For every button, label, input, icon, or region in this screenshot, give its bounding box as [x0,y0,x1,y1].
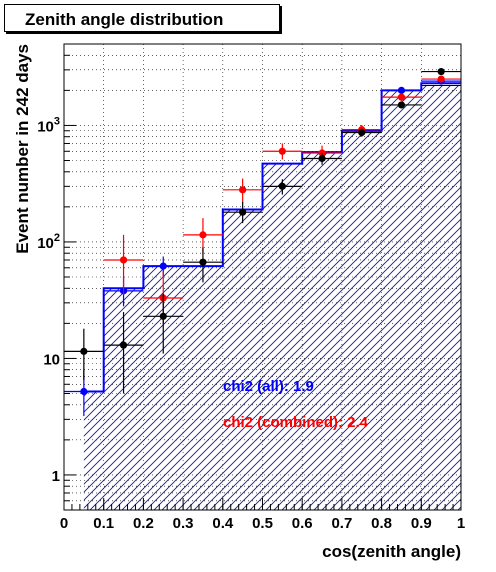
red-point [318,149,326,157]
black-point [119,341,128,349]
annotation-chi2-all: chi2 (all): 1.9 [223,378,314,395]
x-tick-label: 0.8 [371,515,392,532]
black-point [437,67,445,76]
black-point [80,347,88,355]
chart-title-box: Zenith angle distribution [4,4,280,32]
x-tick-label: 0 [60,515,68,532]
blue-point [159,262,167,270]
black-point [159,312,167,320]
y-tick-label: 103 [37,115,60,135]
y-tick-label: 102 [37,232,60,252]
annotation-chi2-combined: chi2 (combined): 2.4 [223,414,369,431]
blue-point [80,387,88,396]
black-point [358,128,366,137]
black-point [278,182,286,190]
red-point [397,93,406,101]
axes: 0 0.1 0.2 0.3 0.4 0.5 0.6 0.7 0.8 0.9 1 1 10 102 103 [37,54,465,532]
x-tick-label: 0.6 [292,515,313,532]
blue-point [397,86,406,94]
x-axis-label: cos(zenith angle) [322,542,461,561]
black-point [397,101,406,109]
y-axis-label: Event number in 242 days [13,44,32,254]
y-tick-label: 1 [52,468,60,485]
red-point [278,147,286,155]
x-tick-label: 1 [457,515,465,532]
black-point [318,154,326,163]
x-tick-label: 0.3 [173,515,194,532]
black-point [199,258,207,266]
y-tick-label: 10 [43,351,60,368]
red-point [437,75,445,83]
x-tick-label: 0.2 [133,515,154,532]
red-point [119,256,128,264]
red-point [239,186,247,194]
x-tick-label: 0.1 [93,515,114,532]
x-tick-label: 0.7 [331,515,352,532]
black-series [64,67,461,394]
x-tick-label: 0.4 [212,515,234,532]
histogram-area [83,85,461,510]
chart-title: Zenith angle distribution [25,10,224,29]
red-point [199,231,207,239]
x-tick-label: 0.5 [252,515,273,532]
x-tick-label: 0.9 [411,515,432,532]
black-point [239,208,247,216]
